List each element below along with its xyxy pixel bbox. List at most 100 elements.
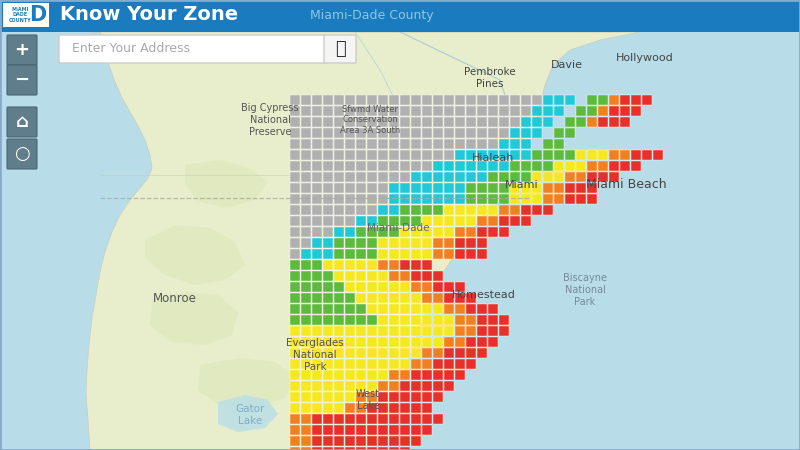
Bar <box>356 370 366 380</box>
Polygon shape <box>185 160 268 208</box>
Bar <box>323 106 333 116</box>
Bar <box>466 172 476 182</box>
Bar <box>290 128 300 138</box>
Bar <box>378 293 388 303</box>
Bar <box>334 205 344 215</box>
Bar <box>433 359 443 369</box>
Bar <box>411 183 421 193</box>
Bar <box>290 271 300 281</box>
Bar <box>345 106 355 116</box>
Bar <box>345 315 355 325</box>
Bar <box>532 150 542 160</box>
Bar <box>356 227 366 237</box>
Bar <box>378 359 388 369</box>
Bar <box>378 106 388 116</box>
Bar <box>356 282 366 292</box>
Bar <box>422 359 432 369</box>
Bar <box>301 414 311 424</box>
Bar <box>378 304 388 314</box>
Bar <box>356 282 366 292</box>
Bar <box>378 238 388 248</box>
Text: Davie: Davie <box>551 60 583 70</box>
Bar <box>301 293 311 303</box>
Bar <box>543 139 553 149</box>
Bar <box>444 370 454 380</box>
Bar <box>312 304 322 314</box>
Bar <box>367 216 377 226</box>
Bar <box>378 326 388 336</box>
Bar <box>323 370 333 380</box>
Bar <box>389 238 399 248</box>
Bar <box>477 249 487 259</box>
Bar <box>433 128 443 138</box>
Bar <box>400 205 410 215</box>
Bar <box>433 216 443 226</box>
Bar <box>576 106 586 116</box>
Bar <box>400 106 410 116</box>
Bar <box>334 161 344 171</box>
Bar <box>499 194 509 204</box>
Bar <box>477 172 487 182</box>
Bar <box>378 161 388 171</box>
Bar <box>389 117 399 127</box>
Bar <box>455 249 465 259</box>
Bar <box>510 95 520 105</box>
Bar <box>400 128 410 138</box>
Bar <box>422 425 432 435</box>
Bar <box>565 117 575 127</box>
Bar <box>345 282 355 292</box>
Bar <box>301 172 311 182</box>
Text: ⌂: ⌂ <box>15 113 29 131</box>
Bar <box>444 95 454 105</box>
Bar <box>367 271 377 281</box>
Bar <box>367 425 377 435</box>
Text: MIAMI
DADE
COUNTY: MIAMI DADE COUNTY <box>9 7 31 23</box>
Bar <box>345 95 355 105</box>
Bar <box>400 359 410 369</box>
Bar <box>433 370 443 380</box>
Bar <box>400 348 410 358</box>
Bar <box>554 172 564 182</box>
Bar <box>301 271 311 281</box>
Bar <box>422 205 432 215</box>
Bar <box>345 117 355 127</box>
Bar <box>312 227 322 237</box>
Bar <box>356 216 366 226</box>
Bar <box>323 183 333 193</box>
Bar <box>334 436 344 446</box>
Bar <box>587 106 597 116</box>
Bar <box>323 238 333 248</box>
Bar <box>466 249 476 259</box>
Bar <box>400 205 410 215</box>
Bar <box>312 117 322 127</box>
Bar <box>389 293 399 303</box>
Bar <box>510 205 520 215</box>
Bar <box>378 117 388 127</box>
Bar <box>400 150 410 160</box>
Bar <box>345 359 355 369</box>
Bar <box>510 172 520 182</box>
Bar <box>367 128 377 138</box>
Bar <box>378 128 388 138</box>
Bar <box>323 216 333 226</box>
Bar <box>433 205 443 215</box>
Bar <box>389 249 399 259</box>
Bar <box>301 95 311 105</box>
Bar <box>301 249 311 259</box>
Bar <box>312 414 322 424</box>
Bar <box>389 216 399 226</box>
Bar <box>290 348 300 358</box>
Bar <box>565 194 575 204</box>
Bar <box>400 293 410 303</box>
Bar <box>576 117 586 127</box>
Bar <box>345 161 355 171</box>
Bar <box>433 282 443 292</box>
Bar <box>334 381 344 391</box>
Bar <box>576 194 586 204</box>
Bar <box>301 282 311 292</box>
Bar <box>411 271 421 281</box>
Bar <box>389 260 399 270</box>
Bar <box>389 249 399 259</box>
Text: Know Your Zone: Know Your Zone <box>62 6 253 26</box>
Bar <box>323 194 333 204</box>
